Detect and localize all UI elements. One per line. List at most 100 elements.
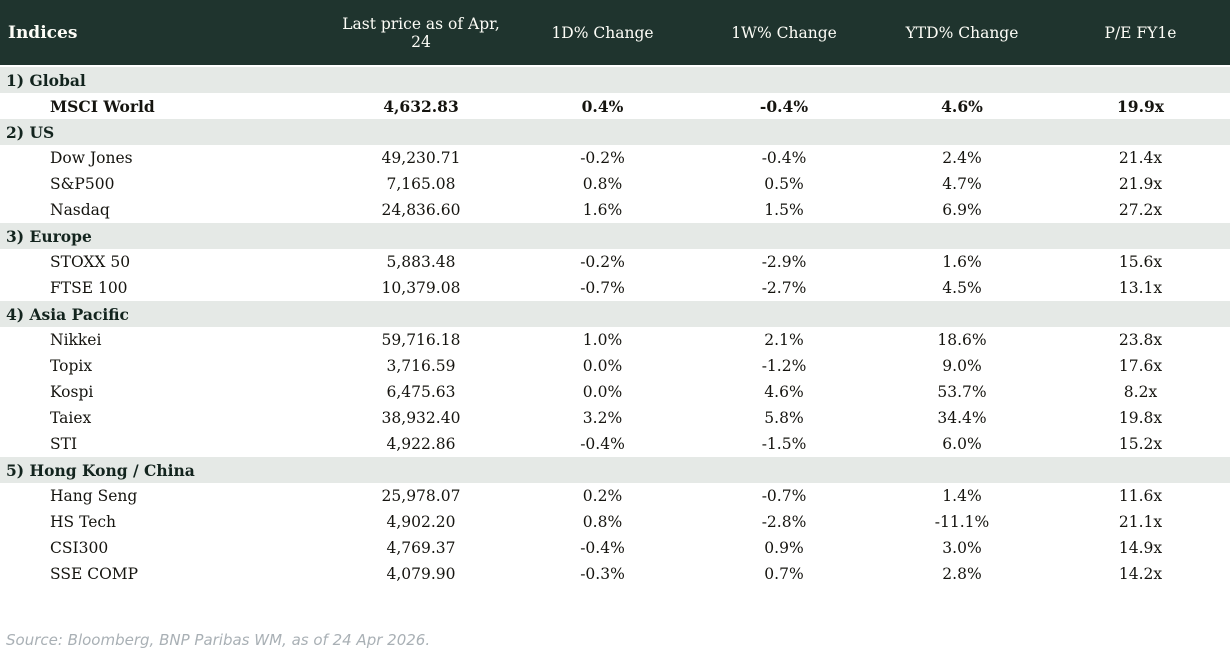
pe-fy1e-cell: 14.2x bbox=[1051, 561, 1230, 587]
index-name-cell: S&P500 bbox=[0, 171, 332, 197]
index-name-cell: Kospi bbox=[0, 379, 332, 405]
index-name-cell: STOXX 50 bbox=[0, 249, 332, 275]
table-row: STI 4,922.86 -0.4% -1.5% 6.0% 15.2x bbox=[0, 431, 1230, 457]
change-1d-cell: -0.2% bbox=[510, 249, 695, 275]
change-ytd-cell: 18.6% bbox=[873, 327, 1051, 353]
change-ytd-cell: 1.4% bbox=[873, 483, 1051, 509]
change-ytd-cell: -11.1% bbox=[873, 509, 1051, 535]
table-row: Nasdaq 24,836.60 1.6% 1.5% 6.9% 27.2x bbox=[0, 197, 1230, 223]
column-header-1w-change: 1W% Change bbox=[695, 0, 873, 67]
section-row: 4) Asia Pacific bbox=[0, 301, 1230, 327]
change-1d-cell: 3.2% bbox=[510, 405, 695, 431]
section-label: 5) Hong Kong / China bbox=[0, 457, 1230, 483]
change-1w-cell: 0.9% bbox=[695, 535, 873, 561]
last-price-cell: 4,769.37 bbox=[332, 535, 510, 561]
pe-fy1e-cell: 21.4x bbox=[1051, 145, 1230, 171]
change-1w-cell: -0.4% bbox=[695, 93, 873, 119]
source-note: Source: Bloomberg, BNP Paribas WM, as of… bbox=[6, 631, 431, 649]
index-name-cell: HS Tech bbox=[0, 509, 332, 535]
column-header-ytd-change: YTD% Change bbox=[873, 0, 1051, 67]
table-row: SSE COMP 4,079.90 -0.3% 0.7% 2.8% 14.2x bbox=[0, 561, 1230, 587]
change-1d-cell: 0.0% bbox=[510, 353, 695, 379]
table-row: Topix 3,716.59 0.0% -1.2% 9.0% 17.6x bbox=[0, 353, 1230, 379]
pe-fy1e-cell: 11.6x bbox=[1051, 483, 1230, 509]
index-name-cell: FTSE 100 bbox=[0, 275, 332, 301]
change-1w-cell: -0.4% bbox=[695, 145, 873, 171]
change-1d-cell: 0.8% bbox=[510, 171, 695, 197]
pe-fy1e-cell: 19.9x bbox=[1051, 93, 1230, 119]
change-1w-cell: -1.5% bbox=[695, 431, 873, 457]
index-name-cell: CSI300 bbox=[0, 535, 332, 561]
table-header: Indices Last price as of Apr, 24 1D% Cha… bbox=[0, 0, 1230, 67]
change-ytd-cell: 2.4% bbox=[873, 145, 1051, 171]
change-1d-cell: -0.3% bbox=[510, 561, 695, 587]
table-row: Hang Seng 25,978.07 0.2% -0.7% 1.4% 11.6x bbox=[0, 483, 1230, 509]
change-1d-cell: 1.0% bbox=[510, 327, 695, 353]
change-1d-cell: -0.2% bbox=[510, 145, 695, 171]
table-row: MSCI World 4,632.83 0.4% -0.4% 4.6% 19.9x bbox=[0, 93, 1230, 119]
last-price-cell: 4,922.86 bbox=[332, 431, 510, 457]
section-label: 4) Asia Pacific bbox=[0, 301, 1230, 327]
table-row: STOXX 50 5,883.48 -0.2% -2.9% 1.6% 15.6x bbox=[0, 249, 1230, 275]
change-ytd-cell: 9.0% bbox=[873, 353, 1051, 379]
column-header-last-price: Last price as of Apr, 24 bbox=[332, 0, 510, 67]
pe-fy1e-cell: 21.1x bbox=[1051, 509, 1230, 535]
change-ytd-cell: 3.0% bbox=[873, 535, 1051, 561]
change-ytd-cell: 6.0% bbox=[873, 431, 1051, 457]
change-ytd-cell: 34.4% bbox=[873, 405, 1051, 431]
table-row: Nikkei 59,716.18 1.0% 2.1% 18.6% 23.8x bbox=[0, 327, 1230, 353]
change-1d-cell: 1.6% bbox=[510, 197, 695, 223]
last-price-cell: 4,632.83 bbox=[332, 93, 510, 119]
last-price-cell: 59,716.18 bbox=[332, 327, 510, 353]
last-price-cell: 24,836.60 bbox=[332, 197, 510, 223]
change-1w-cell: -1.2% bbox=[695, 353, 873, 379]
column-header-1d-change: 1D% Change bbox=[510, 0, 695, 67]
pe-fy1e-cell: 13.1x bbox=[1051, 275, 1230, 301]
last-price-cell: 4,079.90 bbox=[332, 561, 510, 587]
table-row: S&P500 7,165.08 0.8% 0.5% 4.7% 21.9x bbox=[0, 171, 1230, 197]
index-name-cell: Nasdaq bbox=[0, 197, 332, 223]
change-ytd-cell: 4.5% bbox=[873, 275, 1051, 301]
change-1w-cell: 4.6% bbox=[695, 379, 873, 405]
section-row: 1) Global bbox=[0, 67, 1230, 93]
last-price-cell: 3,716.59 bbox=[332, 353, 510, 379]
section-row: 2) US bbox=[0, 119, 1230, 145]
pe-fy1e-cell: 23.8x bbox=[1051, 327, 1230, 353]
last-price-cell: 6,475.63 bbox=[332, 379, 510, 405]
change-ytd-cell: 1.6% bbox=[873, 249, 1051, 275]
pe-fy1e-cell: 27.2x bbox=[1051, 197, 1230, 223]
last-price-cell: 5,883.48 bbox=[332, 249, 510, 275]
last-price-cell: 7,165.08 bbox=[332, 171, 510, 197]
change-1d-cell: -0.7% bbox=[510, 275, 695, 301]
indices-table-body: 1) Global MSCI World 4,632.83 0.4% -0.4% 4.6%… bbox=[0, 67, 1230, 587]
change-1d-cell: 0.4% bbox=[510, 93, 695, 119]
change-1d-cell: 0.2% bbox=[510, 483, 695, 509]
pe-fy1e-cell: 15.2x bbox=[1051, 431, 1230, 457]
change-1w-cell: 1.5% bbox=[695, 197, 873, 223]
table-row: Dow Jones 49,230.71 -0.2% -0.4% 2.4% 21.4x bbox=[0, 145, 1230, 171]
section-row: 5) Hong Kong / China bbox=[0, 457, 1230, 483]
section-label: 2) US bbox=[0, 119, 1230, 145]
index-name-cell: Hang Seng bbox=[0, 483, 332, 509]
table-row: CSI300 4,769.37 -0.4% 0.9% 3.0% 14.9x bbox=[0, 535, 1230, 561]
table-row: HS Tech 4,902.20 0.8% -2.8% -11.1% 21.1x bbox=[0, 509, 1230, 535]
change-1d-cell: 0.0% bbox=[510, 379, 695, 405]
pe-fy1e-cell: 21.9x bbox=[1051, 171, 1230, 197]
last-price-cell: 38,932.40 bbox=[332, 405, 510, 431]
last-price-cell: 4,902.20 bbox=[332, 509, 510, 535]
pe-fy1e-cell: 14.9x bbox=[1051, 535, 1230, 561]
table-row: FTSE 100 10,379.08 -0.7% -2.7% 4.5% 13.1x bbox=[0, 275, 1230, 301]
change-ytd-cell: 6.9% bbox=[873, 197, 1051, 223]
index-name-cell: Taiex bbox=[0, 405, 332, 431]
pe-fy1e-cell: 8.2x bbox=[1051, 379, 1230, 405]
section-label: 1) Global bbox=[0, 67, 1230, 93]
change-ytd-cell: 4.7% bbox=[873, 171, 1051, 197]
table-row: Taiex 38,932.40 3.2% 5.8% 34.4% 19.8x bbox=[0, 405, 1230, 431]
change-1d-cell: 0.8% bbox=[510, 509, 695, 535]
section-row: 3) Europe bbox=[0, 223, 1230, 249]
pe-fy1e-cell: 19.8x bbox=[1051, 405, 1230, 431]
change-1d-cell: -0.4% bbox=[510, 535, 695, 561]
change-1w-cell: -0.7% bbox=[695, 483, 873, 509]
last-price-cell: 49,230.71 bbox=[332, 145, 510, 171]
last-price-cell: 25,978.07 bbox=[332, 483, 510, 509]
